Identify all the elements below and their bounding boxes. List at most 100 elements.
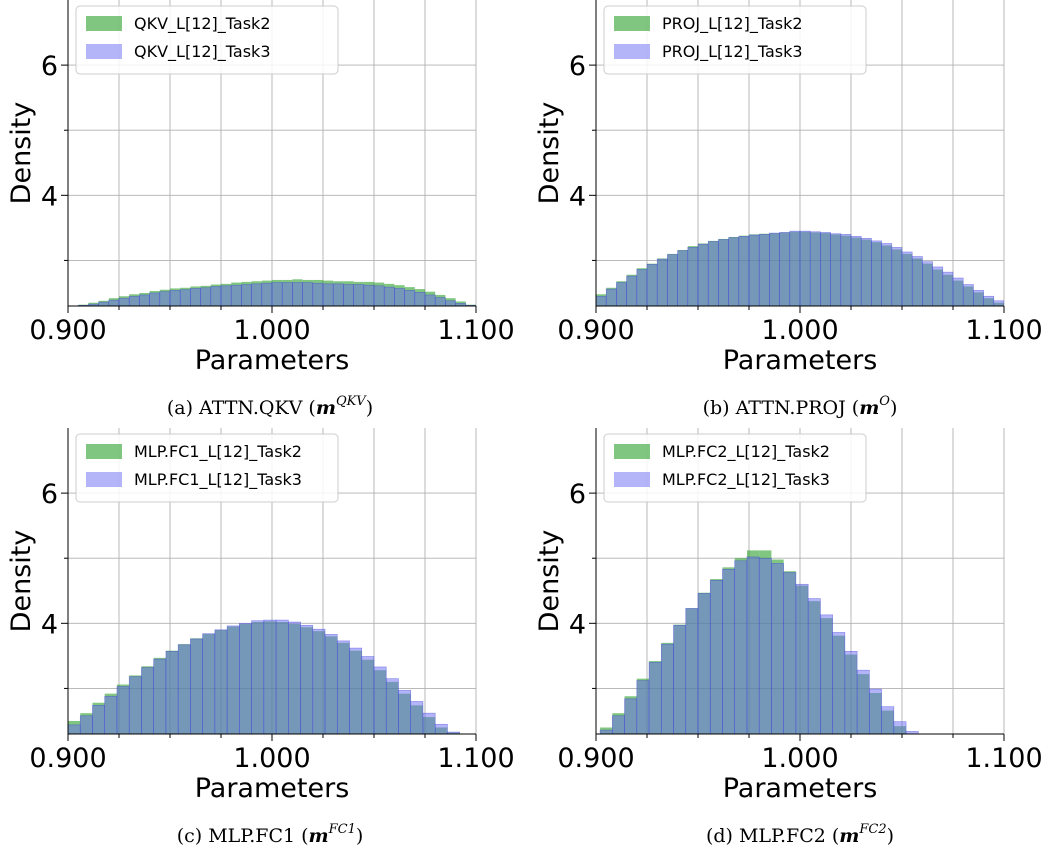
legend-swatch — [86, 444, 122, 459]
x-tick-label: 1.000 — [761, 315, 838, 346]
bars — [77, 279, 476, 306]
bar-task3 — [385, 678, 399, 734]
legend-swatch — [614, 444, 650, 459]
x-tick-label: 1.100 — [965, 743, 1042, 774]
legend-label: PROJ_L[12]_Task2 — [662, 14, 803, 34]
caption-d-math: m — [839, 825, 860, 847]
bar-task3 — [349, 647, 363, 734]
legend-label: QKV_L[12]_Task2 — [134, 14, 271, 34]
bar-task3 — [373, 666, 387, 734]
bar-task3 — [869, 688, 882, 734]
y-tick-label: 6 — [569, 479, 586, 510]
bar-task3 — [98, 301, 110, 306]
x-tick-label: 1.100 — [965, 315, 1042, 346]
bar-task3 — [605, 288, 617, 306]
panel-a-chart: 0.900 1.000 1.100 4 6 Parameters Density QKV_L[… — [6, 0, 515, 376]
bar-task3 — [394, 288, 405, 306]
legend-label: MLP.FC2_L[12]_Task3 — [662, 470, 830, 490]
y-axis-label: Density — [6, 530, 37, 633]
bar-task3 — [677, 250, 689, 306]
bar-task3 — [159, 291, 171, 306]
bar-task3 — [685, 608, 699, 734]
bar-task3 — [769, 232, 780, 306]
bar-task3 — [901, 251, 913, 306]
bar-task3 — [922, 261, 933, 306]
legend-label: MLP.FC1_L[12]_Task3 — [134, 470, 302, 490]
bar-task3 — [667, 254, 678, 306]
caption-d-sup: FC2 — [859, 822, 887, 837]
bar-task3 — [624, 698, 638, 734]
bar-task3 — [251, 283, 263, 306]
bar-task3 — [361, 656, 375, 734]
legend: QKV_L[12]_Task2 QKV_L[12]_Task3 — [75, 5, 339, 75]
bar-task3 — [118, 297, 130, 306]
bar-task3 — [830, 233, 842, 306]
bar-task3 — [932, 266, 944, 306]
bar-task3 — [214, 629, 228, 734]
bar-task3 — [220, 285, 232, 306]
bar-task3 — [779, 232, 791, 306]
bar-task3 — [596, 295, 607, 306]
series-2 — [68, 619, 460, 734]
caption-c-prefix: (c) MLP.FC1 ( — [176, 825, 309, 847]
x-tick-label: 0.900 — [557, 315, 634, 346]
caption-a-suffix: ) — [365, 397, 374, 419]
legend-box — [603, 5, 867, 75]
bar-task3 — [153, 658, 167, 734]
bar-task3 — [616, 282, 627, 306]
y-axis-label: Density — [534, 530, 565, 633]
caption-b-suffix: ) — [889, 397, 898, 419]
bar-task3 — [746, 556, 760, 734]
bar-task3 — [807, 598, 821, 734]
bar-task3 — [275, 619, 289, 734]
bar-task3 — [288, 621, 301, 734]
x-tick-label: 1.000 — [761, 743, 838, 774]
bar-task3 — [952, 277, 964, 306]
bar-task3 — [226, 625, 240, 734]
bar-task3 — [850, 236, 862, 306]
x-axis-label: Parameters — [723, 773, 878, 804]
bar-task3 — [656, 258, 668, 306]
legend: MLP.FC2_L[12]_Task2 MLP.FC2_L[12]_Task3 — [603, 433, 867, 503]
legend-label: PROJ_L[12]_Task3 — [662, 42, 803, 62]
caption-d: (d) MLP.FC2 (mFC2) — [550, 822, 1050, 847]
bar-task3 — [116, 686, 130, 734]
y-axis-label: Density — [534, 102, 565, 205]
bar-task3 — [891, 247, 903, 306]
bar-task3 — [646, 264, 658, 306]
bar-task3 — [263, 619, 277, 734]
bar-task3 — [139, 294, 150, 306]
bar-task3 — [202, 633, 216, 734]
x-tick-label: 0.900 — [29, 743, 106, 774]
legend-swatch — [86, 472, 122, 487]
bar-task3 — [881, 706, 895, 734]
bar-task3 — [687, 247, 699, 306]
bar-task3 — [789, 230, 801, 306]
caption-d-suffix: ) — [886, 825, 895, 847]
caption-d-prefix: (d) MLP.FC2 ( — [705, 825, 840, 847]
bar-task3 — [983, 295, 995, 306]
bar-task3 — [383, 286, 395, 306]
bar-task3 — [398, 690, 412, 734]
caption-a-math: m — [315, 397, 336, 419]
bar-task3 — [758, 557, 772, 734]
x-axis-label: Parameters — [723, 345, 878, 376]
caption-a: (a) ATTN.QKV (mQKV) — [20, 394, 520, 419]
y-tick-label: 4 — [41, 609, 58, 640]
bar-task3 — [210, 286, 222, 306]
bar-task3 — [447, 731, 460, 734]
bar-task3 — [149, 292, 161, 306]
legend-swatch — [86, 16, 122, 31]
bar-task3 — [363, 284, 375, 306]
caption-a-prefix: (a) ATTN.QKV ( — [166, 397, 316, 419]
bar-task3 — [942, 271, 954, 306]
legend-label: MLP.FC1_L[12]_Task2 — [134, 442, 302, 462]
legend: MLP.FC1_L[12]_Task2 MLP.FC1_L[12]_Task3 — [75, 433, 339, 503]
bar-task3 — [434, 297, 446, 306]
bar-task3 — [281, 282, 293, 306]
bar-task3 — [660, 643, 674, 734]
bar-task3 — [718, 239, 729, 306]
y-tick-label: 4 — [569, 609, 586, 640]
series-2 — [599, 556, 919, 734]
bar-task3 — [844, 651, 858, 734]
